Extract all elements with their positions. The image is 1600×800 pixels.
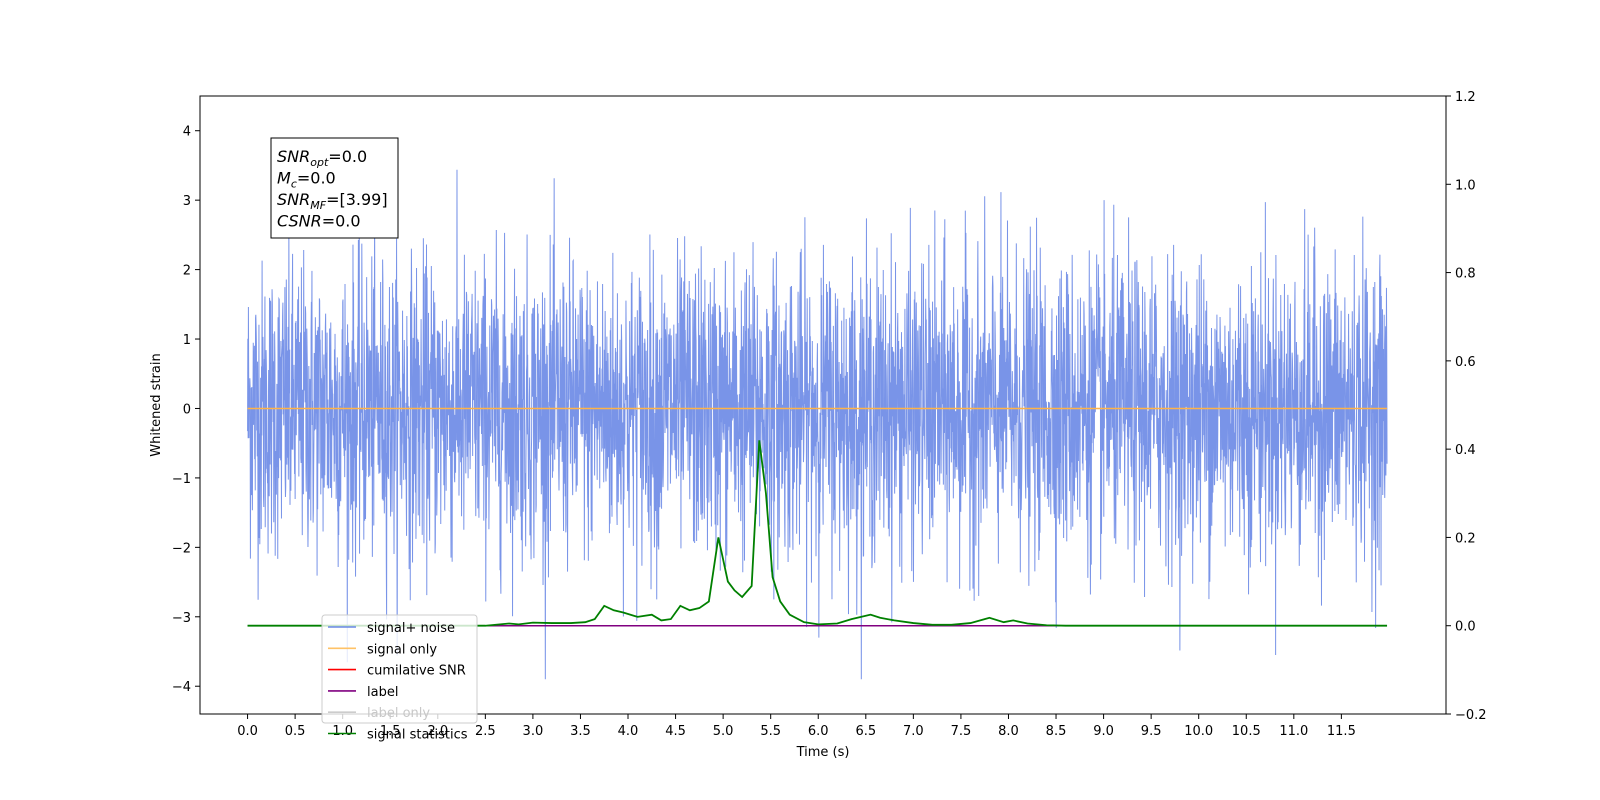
legend: signal+ noise signal only cumilative SNR la… [321,614,478,743]
y2-tick-label: 1.2 [1455,90,1476,105]
x-tick-label: 1.0 [332,724,353,739]
x-tick-label: 10.5 [1232,724,1261,739]
x-tick-label: 0.0 [237,724,258,739]
y2-tick-label: 0.8 [1455,267,1476,282]
y-axis-ticks: −4 −3 −2 −1 0 1 2 3 4 [172,125,200,695]
legend-label: signal statistics [367,728,468,743]
y-tick-label: 4 [183,125,191,140]
x-axis-ticks: 0.0 0.5 1.0 1.5 2.0 2.5 3.0 3.5 4.0 4.5 5.0 5.5 6.0 6… [237,714,1356,739]
y-tick-label: 0 [183,402,191,417]
y-tick-label: 3 [183,194,191,209]
x-tick-label: 3.0 [523,724,544,739]
x-tick-label: 10.0 [1184,724,1213,739]
y-tick-label: −1 [172,472,191,487]
axes-frame [199,95,1447,715]
y2-tick-label: 0.0 [1455,620,1476,635]
x-tick-label: 2.5 [475,724,496,739]
legend-frame [321,614,478,724]
y-tick-label: 1 [183,333,191,348]
legend-label: signal only [367,642,437,657]
info-line: SNRopt=0.0 [277,147,367,169]
y2-tick-label: 0.2 [1455,531,1476,546]
legend-label: signal+ noise [367,621,455,636]
y2-tick-label: 0.4 [1455,443,1476,458]
x-tick-label: 5.0 [713,724,734,739]
y-axis-label: Whitened strain [149,353,164,456]
x-tick-label: 9.5 [1141,724,1162,739]
x-tick-label: 2.0 [427,724,448,739]
x-tick-label: 4.5 [665,724,686,739]
x-tick-label: 9.0 [1093,724,1114,739]
x-tick-label: 6.0 [808,724,829,739]
series-signal-statistics-line [247,440,1388,627]
legend-label: label [367,685,398,700]
y-tick-label: −4 [172,680,191,695]
x-tick-label: 6.5 [855,724,876,739]
y2-axis-ticks: −0.2 0.0 0.2 0.4 0.6 0.8 1.0 1.2 [1446,90,1487,723]
y-tick-label: −2 [172,541,191,556]
x-tick-label: 8.0 [998,724,1019,739]
series-signal-noise-line [247,169,1388,680]
x-axis-label: Time (s) [796,745,850,760]
y-tick-label: −3 [172,611,191,626]
y2-tick-label: 1.0 [1455,178,1476,193]
x-tick-label: 7.5 [951,724,972,739]
x-tick-label: 7.0 [903,724,924,739]
y2-tick-label: −0.2 [1455,708,1487,723]
x-tick-label: 11.0 [1279,724,1308,739]
info-box-frame [270,137,399,239]
x-tick-label: 8.5 [1046,724,1067,739]
y-tick-label: 2 [183,264,191,279]
x-tick-label: 1.5 [380,724,401,739]
legend-label: label only [367,706,430,721]
info-line: Mc=0.0 [277,169,336,191]
info-line: SNRMF=[3.99] [277,190,388,212]
y2-tick-label: 0.6 [1455,355,1476,370]
info-line: CSNR=0.0 [277,212,361,231]
x-tick-label: 3.5 [570,724,591,739]
legend-label: cumilative SNR [367,664,466,679]
x-tick-label: 11.5 [1327,724,1356,739]
x-tick-label: 0.5 [285,724,306,739]
x-tick-label: 5.5 [760,724,781,739]
x-tick-label: 4.0 [618,724,639,739]
